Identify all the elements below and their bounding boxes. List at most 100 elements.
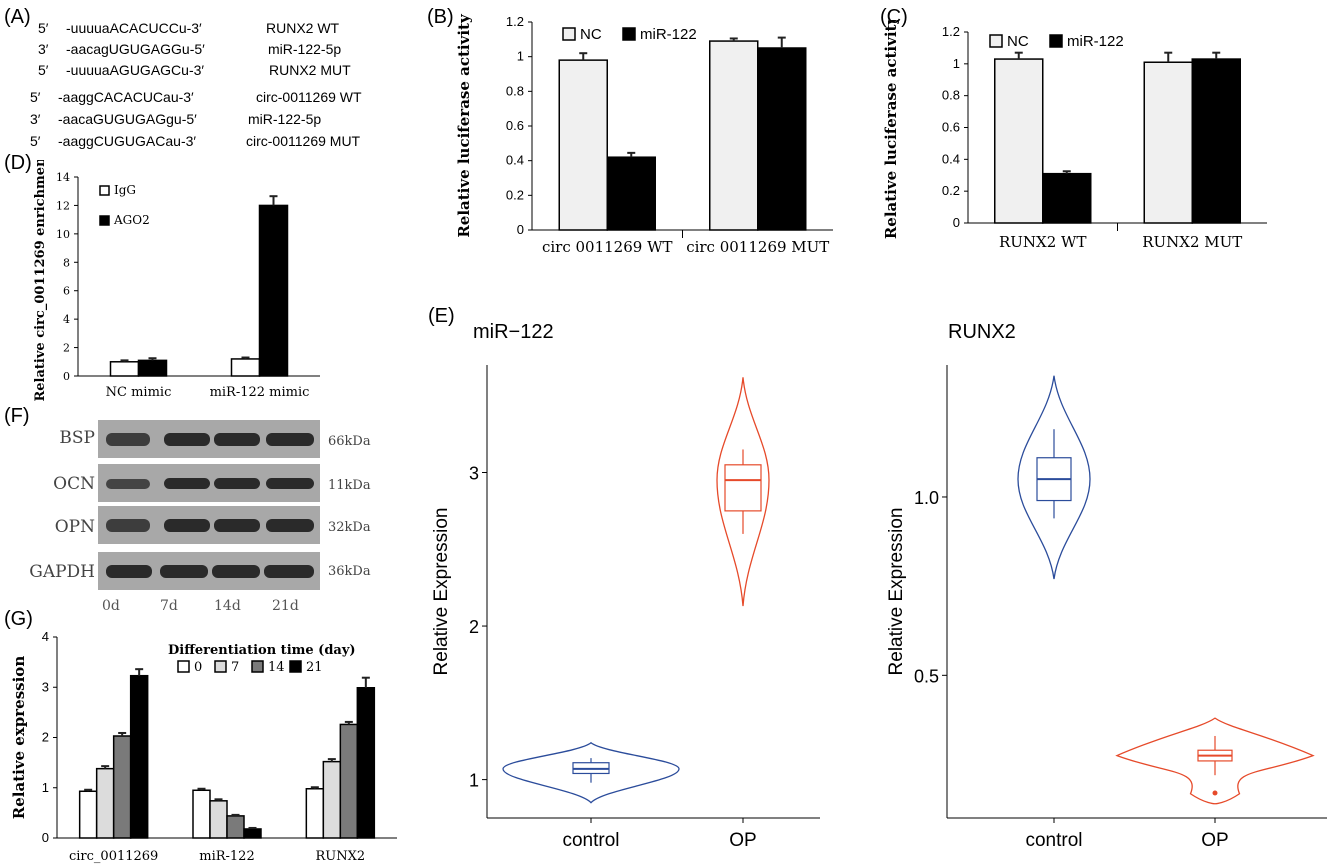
bar xyxy=(1042,172,1092,224)
y-tick-label: 6 xyxy=(63,285,70,298)
x-tick-label: OP xyxy=(1201,830,1228,851)
blot-band xyxy=(106,519,150,532)
violin-outline xyxy=(502,741,680,804)
category-label: circ 0011269 MUT xyxy=(686,238,829,256)
chart-title: RUNX2 xyxy=(948,321,1016,343)
bar xyxy=(606,156,656,231)
y-tick-label: 0 xyxy=(953,215,960,230)
legend-swatch xyxy=(1049,34,1063,48)
bar xyxy=(305,788,325,839)
bar xyxy=(356,687,376,839)
blot-band xyxy=(266,519,314,532)
bar xyxy=(757,47,807,231)
bar xyxy=(129,674,149,839)
bar xyxy=(209,800,228,839)
legend-swatch xyxy=(251,660,264,673)
blot-band xyxy=(214,433,260,446)
y-tick-label: 1.2 xyxy=(942,24,960,39)
legend-label: IgG xyxy=(114,183,136,197)
legend-title: Differentiation time (day) xyxy=(168,643,356,658)
blot-band xyxy=(164,478,210,489)
panel-label-e: (E) xyxy=(428,305,455,327)
y-tick-label: 0 xyxy=(63,370,70,383)
y-tick-label: 0.4 xyxy=(942,151,960,166)
category-label: RUNX2 xyxy=(316,849,366,864)
y-tick-label: 0.2 xyxy=(942,183,960,198)
chart-b-luciferase-circ: 0 0.2 0.4 0.6 0.8 1 1.2 Relative luciferase act… xyxy=(455,13,833,256)
seq-text: -uuuuaAGUGAGCu-3′ xyxy=(66,62,205,78)
seq-prefix: 3′ xyxy=(30,111,41,127)
bar xyxy=(137,359,168,377)
time-label: 0d xyxy=(102,598,120,614)
blot-band xyxy=(106,433,150,446)
category-label: circ 0011269 WT xyxy=(542,238,673,256)
y-tick-label: 10 xyxy=(56,228,70,241)
y-axis-title: Relative Expression xyxy=(886,508,907,676)
x-tick-label: OP xyxy=(729,830,756,851)
seq-name: miR-122-5p xyxy=(248,111,322,127)
category-label: miR-122 xyxy=(199,849,254,864)
protein-label: BSP xyxy=(59,428,95,448)
bar xyxy=(95,767,115,839)
legend-label: AGO2 xyxy=(113,213,150,227)
seq-prefix: 5′ xyxy=(30,133,41,149)
outlier-point xyxy=(1212,790,1218,796)
y-tick-label: 0 xyxy=(42,830,49,845)
box xyxy=(724,464,762,512)
bar xyxy=(192,789,211,839)
y-tick-label: 1 xyxy=(517,49,524,64)
blot-band xyxy=(160,565,208,578)
violin-outline xyxy=(716,377,770,607)
legend-label: 0 xyxy=(194,660,202,675)
y-tick-label: 4 xyxy=(63,313,70,326)
legend-label: 7 xyxy=(231,660,239,675)
y-tick-label: 1.0 xyxy=(914,488,939,508)
bar xyxy=(709,40,759,231)
blot-strip xyxy=(98,464,320,502)
kda-label: 32kDa xyxy=(328,520,371,535)
y-tick-label: 0 xyxy=(517,222,524,237)
blot-band xyxy=(106,565,152,578)
y-axis-title: Relative luciferase activity xyxy=(455,13,473,238)
kda-label: 36kDa xyxy=(328,564,371,579)
chart-g-differentiation: 0 1 2 3 4 Relative expression circ_0011269 miR-… xyxy=(10,629,397,864)
blot-band xyxy=(266,433,314,446)
time-label: 7d xyxy=(160,598,178,614)
blot-band xyxy=(264,565,314,578)
seq-name: circ-0011269 WT xyxy=(256,89,362,105)
legend-swatch xyxy=(622,27,636,41)
bar xyxy=(109,361,140,377)
blot-band xyxy=(164,433,210,446)
y-tick-label: 0.8 xyxy=(942,88,960,103)
seq-name: RUNX2 WT xyxy=(266,20,340,36)
blot-band xyxy=(164,519,210,532)
y-tick-label: 0.6 xyxy=(506,118,524,133)
seq-prefix: 3′ xyxy=(38,41,49,57)
seq-prefix: 5′ xyxy=(30,89,41,105)
bar xyxy=(226,815,245,839)
y-tick-label: 0.4 xyxy=(506,153,524,168)
blot-band xyxy=(214,478,260,489)
chart-e-violin-mir122: miR−122 1 2 3 Relative Expression control OP xyxy=(431,321,820,851)
y-tick-label: 1 xyxy=(953,56,960,71)
legend-label: 14 xyxy=(268,660,285,675)
seq-text: -aacagUGUGAGGu-5′ xyxy=(66,41,205,57)
y-tick-label: 0.6 xyxy=(942,120,960,135)
violin-outline xyxy=(1017,375,1091,580)
bar xyxy=(112,735,132,839)
bar xyxy=(558,59,608,231)
seq-text: -uuuuaACACUCCu-3′ xyxy=(66,20,202,36)
y-tick-label: 1 xyxy=(469,771,479,791)
kda-label: 66kDa xyxy=(328,434,371,449)
blot-band xyxy=(212,565,260,578)
legend-swatch xyxy=(99,185,110,196)
time-label: 14d xyxy=(214,598,241,614)
chart-e-violin-runx2: RUNX2 0.5 1.0 Relative Expression control OP xyxy=(886,321,1327,851)
y-axis-title: Relative circ_0011269 enrichment xyxy=(33,160,48,402)
legend-label: miR-122 xyxy=(1067,33,1124,50)
category-label: RUNX2 MUT xyxy=(1142,233,1242,251)
y-axis-title: Relative luciferase activity xyxy=(882,20,900,239)
x-tick-label: control xyxy=(1025,830,1082,851)
y-tick-label: 0.5 xyxy=(914,666,939,686)
y-tick-label: 0.8 xyxy=(506,83,524,98)
